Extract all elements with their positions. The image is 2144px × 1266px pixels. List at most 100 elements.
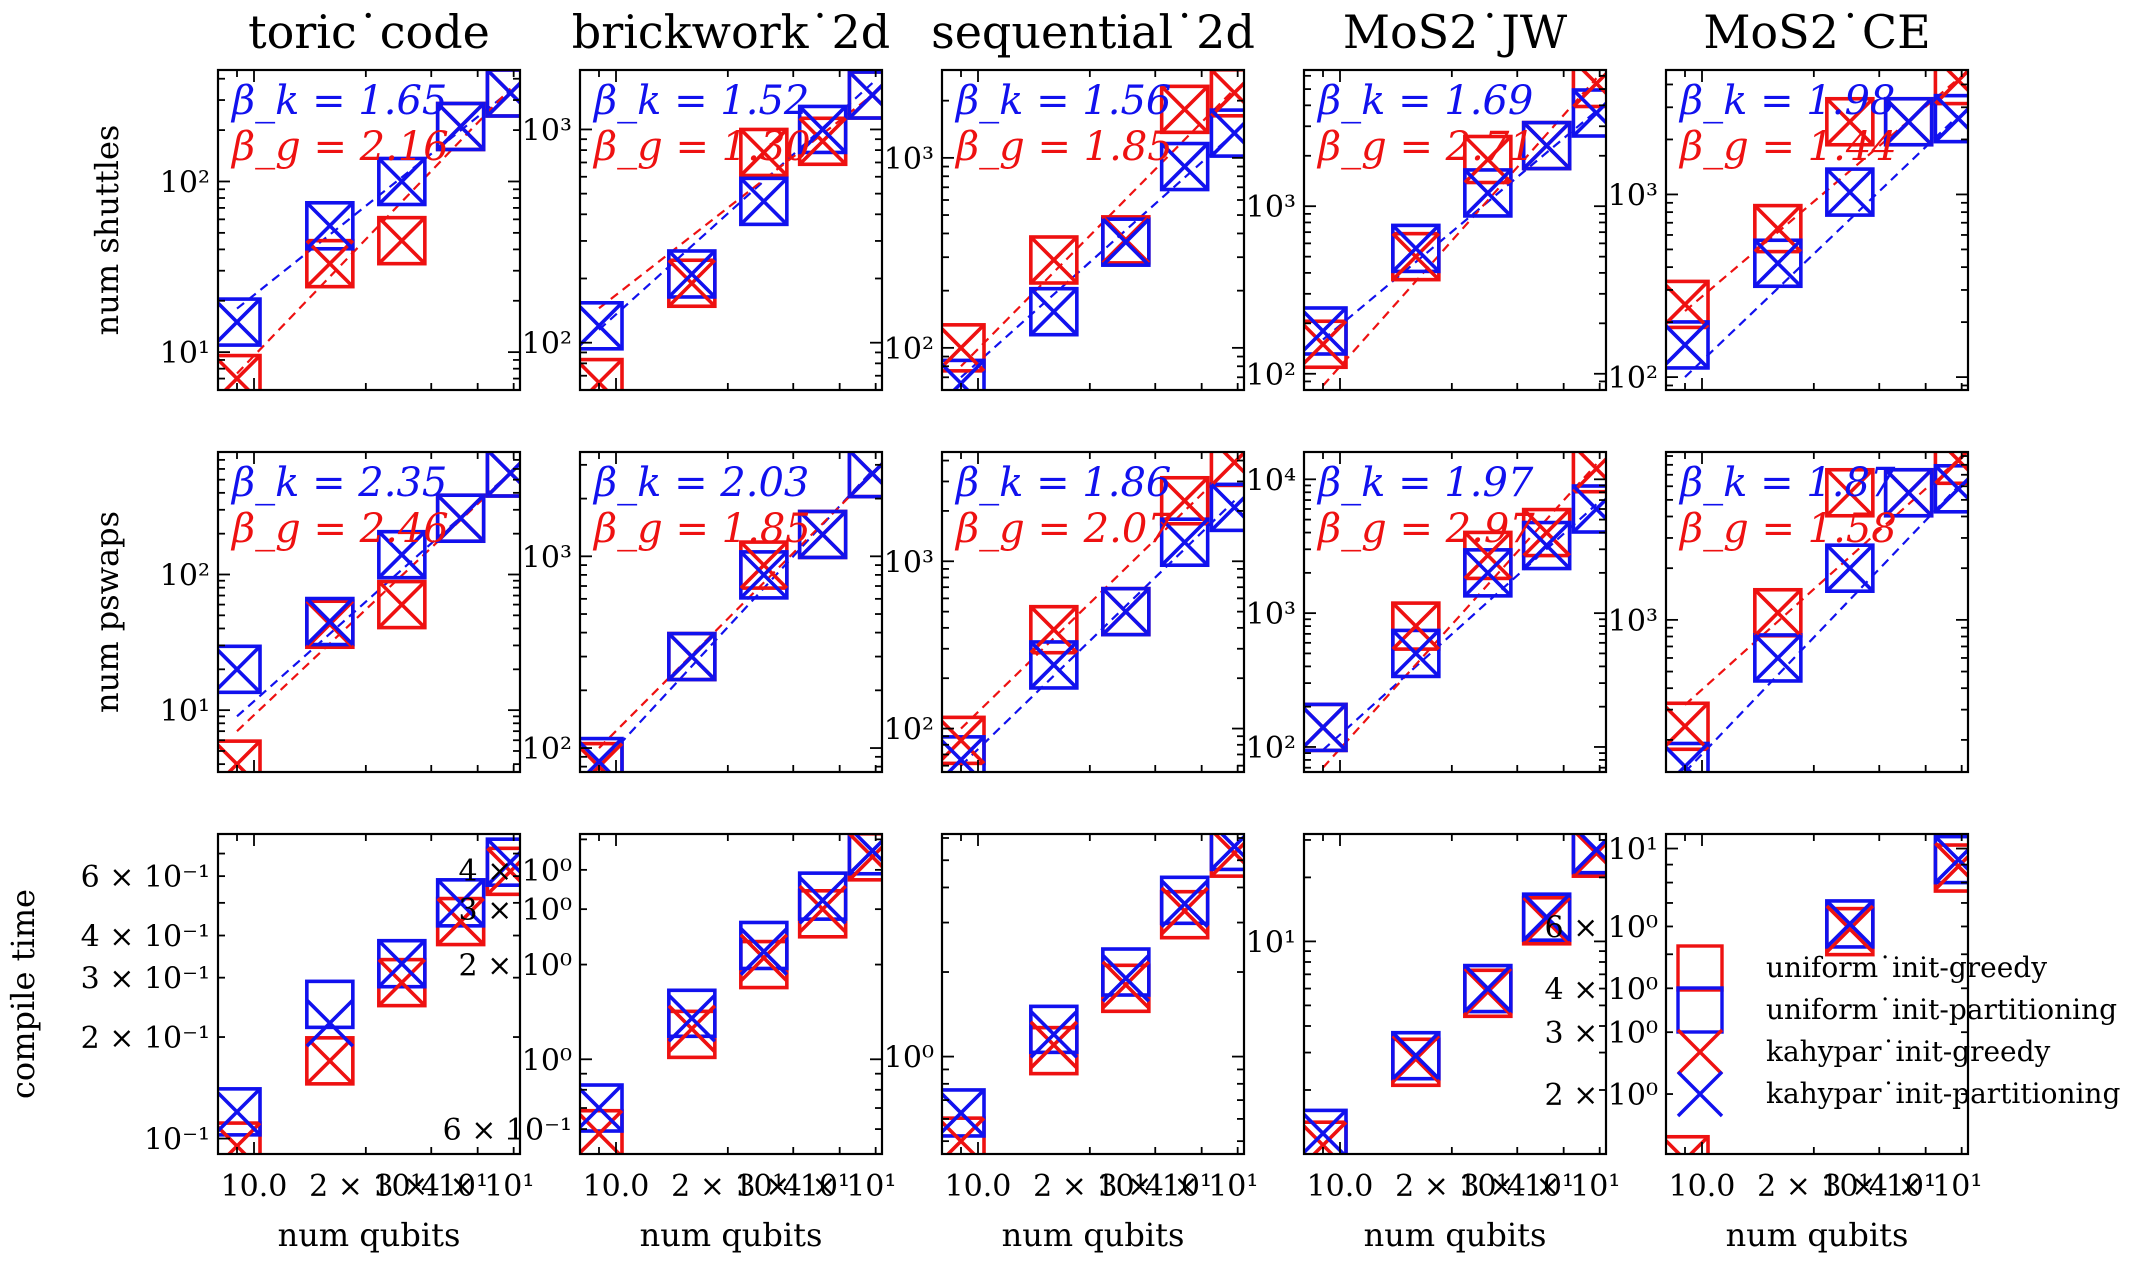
red-x-marker — [739, 128, 789, 177]
x-tick-label: 2 × 10¹ — [671, 1169, 785, 1204]
blue-x-marker — [1029, 287, 1079, 336]
blue-x-marker — [1934, 464, 1968, 514]
blue-square-marker — [305, 596, 355, 647]
x-tick-label: 4 × 10¹ — [421, 1169, 535, 1204]
panel-r0c2: 10² 10³ β_k = 1.56β_g = 1.85 — [884, 68, 1246, 392]
y-tick-label: 10³ — [522, 113, 572, 148]
blue-square-marker — [218, 1087, 262, 1137]
red-x-marker — [1210, 452, 1244, 487]
axes-frame — [1664, 68, 1970, 392]
plot-area — [942, 834, 1244, 1154]
blue-x-marker — [486, 452, 520, 498]
axes-frame — [1302, 832, 1608, 1156]
legend-label: uniform˙init-greedy — [1766, 951, 2047, 984]
row-label: num shuttles — [88, 125, 126, 336]
red-x-marker — [1522, 508, 1571, 557]
red-x-marker — [1753, 204, 1803, 253]
column-title: MoS2˙CE — [1703, 5, 1930, 59]
blue-square-marker — [1463, 963, 1513, 1014]
column-title: toric˙code — [248, 5, 490, 59]
red-square-marker — [739, 127, 789, 178]
blue-square-marker — [1521, 892, 1572, 942]
red-x-marker — [798, 117, 847, 166]
plot-area — [218, 70, 520, 390]
blue-square-marker — [1883, 96, 1934, 147]
blue-fit-line — [1322, 503, 1598, 751]
blue-fit-line — [1684, 485, 1960, 772]
x-axis-label: num qubits — [640, 1216, 823, 1254]
blue-x-marker — [305, 998, 355, 1048]
blue-x-marker — [1463, 548, 1513, 598]
red-x-marker — [1391, 601, 1441, 651]
red-x-marker — [1825, 97, 1875, 147]
legend-square-marker — [1676, 944, 1724, 992]
blue-square-marker — [1391, 628, 1441, 679]
axes-frame — [578, 450, 884, 774]
red-x-marker — [377, 958, 427, 1007]
blue-square-marker — [1753, 633, 1803, 683]
blue-square-marker — [942, 735, 986, 772]
panel-r0c1: 10² 10³ β_k = 1.52β_g = 1.30 — [522, 68, 884, 392]
y-tick-label: 10² — [160, 165, 210, 200]
red-square-marker — [377, 215, 427, 266]
red-x-marker — [1101, 960, 1151, 1010]
blue-square-marker — [1463, 168, 1513, 218]
red-x-marker — [739, 540, 789, 590]
beta-annotation: β_k = 1.86 — [954, 460, 1171, 506]
blue-x-marker — [377, 157, 427, 206]
red-x-marker — [1029, 235, 1079, 285]
axes-frame — [1664, 450, 1970, 774]
plot-area — [1304, 452, 1606, 769]
plot-area — [942, 70, 1244, 390]
blue-x-marker — [739, 177, 789, 226]
red-square-marker — [1571, 452, 1606, 494]
beta-annotation: β_g = 1.85 — [954, 124, 1173, 170]
blue-square-marker — [1209, 108, 1244, 158]
red-x-marker — [1572, 452, 1606, 493]
blue-x-marker — [1666, 320, 1710, 370]
y-tick-label: 10² — [884, 332, 934, 367]
axes-frame — [216, 832, 522, 1156]
red-square-marker — [942, 323, 986, 373]
y-tick-label: 10⁰ — [522, 1043, 572, 1078]
blue-x-marker — [848, 70, 882, 120]
beta-annotation: β_g = 2.16 — [230, 124, 449, 170]
x-tick-label: 3 × 10¹ — [737, 1169, 851, 1204]
blue-square-marker — [1571, 834, 1606, 875]
beta-annotation: β_k = 2.03 — [592, 460, 809, 506]
red-x-marker — [1160, 85, 1209, 134]
blue-x-marker — [798, 510, 847, 559]
blue-x-marker — [580, 301, 624, 351]
panel-r1c1: 10² 10³ β_k = 2.03β_g = 1.85 — [522, 450, 884, 774]
red-x-marker — [1463, 967, 1513, 1016]
axes-frame — [1664, 832, 1970, 1156]
y-tick-label: 10² — [884, 713, 934, 748]
beta-annotation: β_k = 1.97 — [1316, 460, 1534, 506]
blue-square-marker — [485, 837, 520, 887]
red-x-marker — [580, 358, 624, 390]
beta-annotation: β_g = 1.85 — [592, 506, 811, 552]
blue-square-marker — [797, 871, 848, 921]
blue-x-marker — [1304, 1109, 1348, 1154]
blue-x-marker — [667, 994, 717, 1043]
red-square-marker — [1825, 96, 1875, 147]
beta-annotation: β_k = 1.69 — [1316, 78, 1533, 124]
axes-frame — [578, 832, 884, 1156]
x-tick-label: 2 × 10¹ — [309, 1169, 423, 1204]
red-x-marker — [667, 1004, 717, 1054]
beta-annotation: β_g = 1.58 — [1678, 506, 1897, 552]
red-x-marker — [1666, 702, 1710, 751]
blue-x-marker — [1572, 484, 1606, 534]
red-x-marker — [580, 1109, 624, 1154]
legend-label: uniform˙init-partitioning — [1766, 993, 2117, 1026]
red-fit-line — [1322, 463, 1598, 769]
axes-frame — [940, 68, 1246, 392]
blue-square-marker — [1521, 120, 1572, 171]
blue-square-marker — [1209, 834, 1244, 872]
legend: uniform˙init-greedy uniform˙init-partitio… — [1676, 944, 2120, 1118]
axes-frame — [216, 450, 522, 774]
red-fit-line — [1684, 458, 1960, 706]
plot-area — [580, 452, 882, 772]
panel-r1c0: 10¹ 10² β_k = 2.35β_g = 2.46 — [160, 450, 522, 774]
blue-x-marker — [1934, 835, 1968, 884]
